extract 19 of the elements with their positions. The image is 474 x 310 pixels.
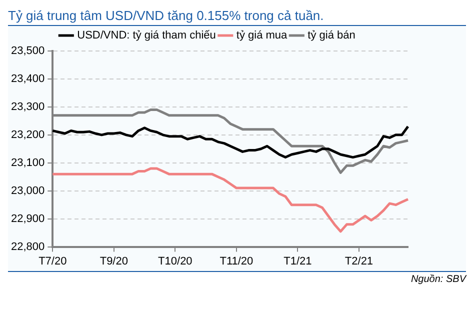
- y-tick-label: 23,500: [10, 45, 45, 58]
- x-tick-label: T11/20: [220, 255, 254, 268]
- legend-label: USD/VND: tỷ giá tham chiếu: [77, 30, 216, 42]
- y-tick-label: 22,900: [10, 212, 45, 225]
- y-tick-label: 23,100: [10, 156, 45, 169]
- y-tick-label: 23,300: [10, 100, 45, 113]
- x-tick-label: T1/21: [284, 255, 312, 268]
- x-tick-label: T7/20: [38, 255, 67, 268]
- x-tick-label: T9/20: [100, 255, 128, 268]
- x-tick-label: T2/21: [344, 255, 374, 268]
- text: Nguồn: SBV: [410, 274, 466, 285]
- y-tick-label: 23,200: [10, 128, 45, 141]
- y-tick-label: 23,000: [10, 184, 45, 197]
- legend-label: tỷ giá bán: [308, 30, 356, 42]
- x-tick-label: T10/20: [158, 255, 192, 268]
- legend-label: tỷ giá mua: [236, 30, 288, 42]
- y-tick-label: 23,400: [10, 73, 45, 86]
- chart-title: Tỷ giá trung tâm USD/VND tăng 0.155% trong cả tuần.: [8, 8, 466, 26]
- y-tick-label: 22,800: [10, 240, 45, 253]
